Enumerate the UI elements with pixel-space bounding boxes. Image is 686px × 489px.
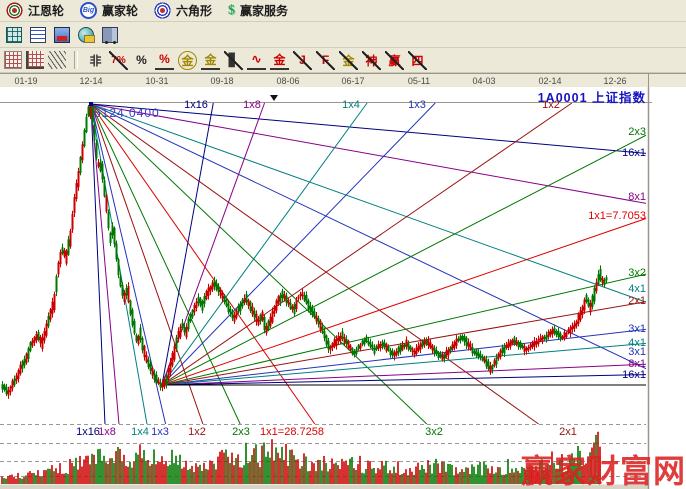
- fan-label-right: 4x1: [628, 337, 646, 349]
- menu-item-label: 赢家轮: [102, 4, 139, 18]
- gold-underline-icon[interactable]: 金: [270, 51, 289, 70]
- fan-label-right: 2x1: [628, 295, 646, 307]
- shen-angle-icon[interactable]: 神: [362, 50, 381, 70]
- gold-lines-icon[interactable]: 金: [201, 51, 220, 70]
- winner-service-icon: $: [228, 2, 236, 18]
- fan-label-right: 4x1: [628, 283, 646, 295]
- date-tick-label: 01-19: [14, 76, 38, 86]
- fan-label-top: 1x2: [542, 99, 560, 111]
- fan-label-top: 1x4: [342, 99, 360, 111]
- toolbar-separator: [74, 51, 78, 69]
- calculator-icon[interactable]: [6, 26, 22, 43]
- price-chart-canvas: [0, 87, 652, 489]
- fan-label-top: 1x8: [243, 99, 261, 111]
- candle-brush-icon[interactable]: ▋: [224, 50, 243, 70]
- fan-label-top: 1x16: [184, 99, 208, 111]
- menu-bar: 江恩轮 Big 赢家轮 六角形 $ 赢家服务: [0, 0, 686, 22]
- gann-wheel-icon: [6, 2, 23, 19]
- gold-circle-icon[interactable]: 金: [178, 50, 197, 70]
- menu-item-江恩轮[interactable]: 江恩轮: [6, 2, 64, 19]
- fan-label-right: 3x1: [628, 346, 646, 358]
- hexagon-icon: [154, 2, 172, 19]
- date-tick-label: 05-11: [407, 76, 431, 86]
- gold-slash-icon[interactable]: 金: [339, 50, 358, 70]
- notebook-icon[interactable]: [30, 26, 46, 43]
- peak-price-label: 6124.0400: [94, 106, 160, 120]
- percent-lines-icon[interactable]: %: [155, 51, 174, 70]
- fan-label-bottom: 3x2: [425, 426, 443, 438]
- fan-label-bottom: 2x1: [559, 426, 577, 438]
- date-tick-label: 09-18: [210, 76, 234, 86]
- date-tick-label: 10-31: [145, 76, 169, 86]
- date-tick-label: 06-17: [341, 76, 365, 86]
- menu-item-赢家服务[interactable]: $ 赢家服务: [228, 2, 288, 19]
- j-angle-icon[interactable]: J: [293, 50, 312, 70]
- menu-item-赢家轮[interactable]: Big 赢家轮: [80, 2, 138, 19]
- save-icon[interactable]: [54, 26, 70, 43]
- fan-label-bottom: 1x8: [98, 426, 116, 438]
- ying-angle-icon[interactable]: 赢: [385, 50, 404, 70]
- winner-wheel-icon: Big: [80, 2, 98, 19]
- watermark-text: 赢家财富网: [521, 452, 686, 489]
- wave-line-icon[interactable]: ∿: [247, 51, 266, 70]
- fan-label-bottom: 2x3: [232, 426, 250, 438]
- menu-item-label: 赢家服务: [240, 4, 289, 18]
- globe-mail-icon[interactable]: [78, 26, 95, 43]
- menu-item-label: 六角形: [176, 4, 213, 18]
- date-tick-label: 12-26: [603, 76, 627, 86]
- date-tick-label: 12-14: [79, 76, 103, 86]
- menu-item-label: 江恩轮: [28, 4, 65, 18]
- fan-label-top: 1x3: [408, 99, 426, 111]
- percent-angle-icon[interactable]: 7%: [109, 50, 128, 70]
- date-axis-endcap: [648, 74, 649, 88]
- main-toolbar: [0, 22, 686, 48]
- truck-icon[interactable]: [102, 26, 118, 44]
- date-tick-label: 04-03: [472, 76, 496, 86]
- bars-tool-icon[interactable]: 非: [89, 53, 102, 68]
- date-tick-label: 02-14: [538, 76, 562, 86]
- fan-label-right: 3x1: [628, 323, 646, 335]
- fan-label-bottom: 1x4: [131, 426, 149, 438]
- fan-label-right: 1x1=7.7053: [588, 210, 646, 222]
- symbol-title: 1A0001 上证指数: [537, 91, 646, 105]
- fan-label-right: 8x1: [628, 191, 646, 203]
- fan-label-bottom: 1x1=28.7258: [260, 426, 324, 438]
- date-marker-icon: [270, 95, 278, 101]
- fan-label-right: 16x1: [622, 147, 646, 159]
- fan-label-right: 3x2: [628, 267, 646, 279]
- grid-pattern-icon[interactable]: [4, 51, 22, 69]
- fan-label-right: 16x1: [622, 369, 646, 381]
- peak-point-marker: [89, 102, 93, 106]
- f-angle-icon[interactable]: F: [316, 50, 335, 70]
- date-axis: 01-19 12-14 10-31 09-18 08-06 06-17 05-11 04-03…: [0, 73, 686, 88]
- menu-item-六角形[interactable]: 六角形: [154, 2, 212, 19]
- fan-label-bottom: 1x2: [188, 426, 206, 438]
- trendlines-icon[interactable]: [48, 51, 66, 69]
- percent-icon[interactable]: %: [136, 53, 147, 67]
- date-tick-label: 08-06: [276, 76, 300, 86]
- fan-label-right: 8x1: [628, 358, 646, 370]
- si-angle-icon[interactable]: 四: [408, 50, 427, 70]
- fan-label-bottom: 1x16: [76, 426, 100, 438]
- fan-label-bottom: 1x3: [151, 426, 169, 438]
- chart-area[interactable]: 1A0001 上证指数 6124.0400 赢家财富网 1x16 1x8 1x4 1x…: [0, 87, 686, 489]
- grid-axis-icon[interactable]: [26, 51, 44, 69]
- fan-label-right: 2x3: [628, 126, 646, 138]
- gann-tools-toolbar: 非 7%%% 金金 ▋ ∿ 金 J F 金神赢四: [0, 48, 686, 73]
